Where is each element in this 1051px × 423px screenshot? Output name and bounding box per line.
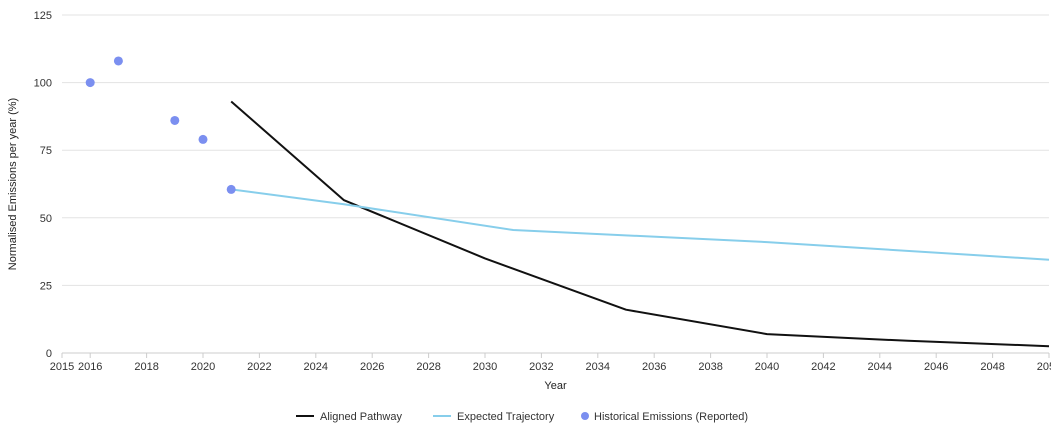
x-tick-label: 2038 xyxy=(698,361,722,373)
x-tick-label: 2040 xyxy=(755,361,779,373)
x-tick-label: 2018 xyxy=(134,361,158,373)
grid-layer xyxy=(62,14,1049,286)
x-tick-label: 2016 xyxy=(78,361,102,373)
x-tick-label: 2034 xyxy=(586,361,610,373)
x-tick-label: 2036 xyxy=(642,361,666,373)
legend-label: Expected Trajectory xyxy=(457,411,555,423)
y-tick-label: 125 xyxy=(34,10,52,22)
y-tick-label: 0 xyxy=(46,348,52,360)
x-tick-label: 2015 xyxy=(50,361,74,373)
historical-emissions-point xyxy=(226,184,236,194)
x-tick-label: 2030 xyxy=(473,361,497,373)
axis-layer: 0 25 50 75 100 125 2015 2016 2018 2020 2022 2024 202… xyxy=(34,10,1051,373)
x-tick-label: 2048 xyxy=(980,361,1004,373)
y-tick-label: 100 xyxy=(34,78,52,90)
y-tick-label: 75 xyxy=(40,145,52,157)
historical-emissions-point xyxy=(198,134,208,144)
expected-trajectory-line xyxy=(231,188,1050,261)
legend: Aligned Pathway Expected Trajectory Histor… xyxy=(296,411,748,423)
y-tick-label: 50 xyxy=(40,213,52,225)
historical-emissions-point xyxy=(170,115,180,125)
x-tick-label: 2026 xyxy=(360,361,384,373)
historical-emissions-point xyxy=(113,56,123,66)
x-tick-label: 2028 xyxy=(416,361,440,373)
x-tick-label: 2044 xyxy=(868,361,892,373)
x-tick-label: 2046 xyxy=(924,361,948,373)
x-axis-title: Year xyxy=(544,380,567,392)
y-axis-title: Normalised Emissions per year (%) xyxy=(7,98,19,270)
aligned-pathway-line xyxy=(230,100,1050,348)
legend-label: Aligned Pathway xyxy=(320,411,402,423)
x-tick-label: 2042 xyxy=(811,361,835,373)
y-tick-label: 25 xyxy=(40,280,52,292)
legend-swatch-dot xyxy=(581,412,589,420)
x-tick-label: 2050 xyxy=(1037,361,1051,373)
series-layer xyxy=(85,56,1050,348)
x-tick-label: 2032 xyxy=(529,361,553,373)
x-tick-label: 2022 xyxy=(247,361,271,373)
x-tick-label: 2024 xyxy=(304,361,328,373)
x-tick-label: 2020 xyxy=(191,361,215,373)
historical-emissions-point xyxy=(85,78,95,88)
legend-label: Historical Emissions (Reported) xyxy=(594,411,748,423)
